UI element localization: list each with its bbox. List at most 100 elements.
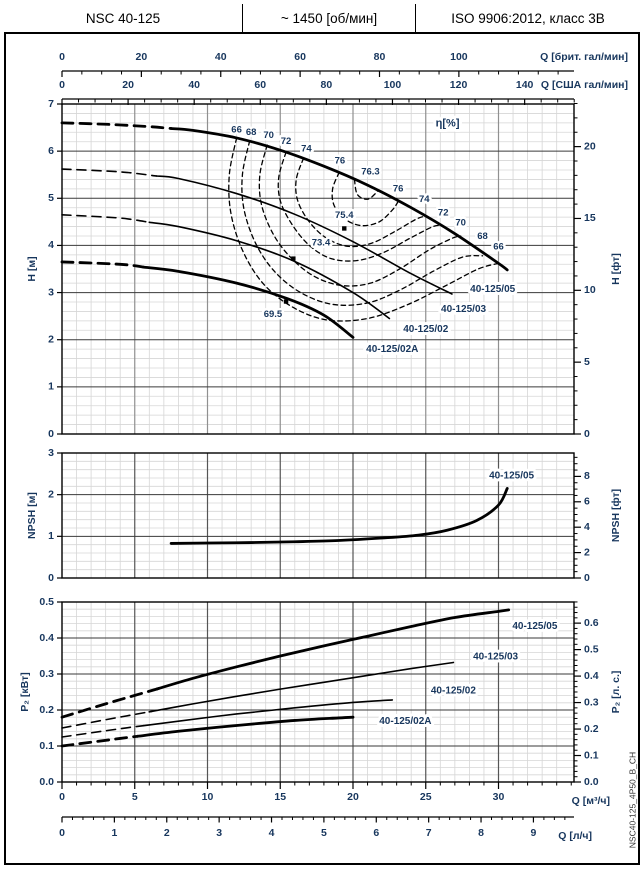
svg-text:69.5: 69.5 xyxy=(264,309,283,320)
svg-text:H [фт]: H [фт] xyxy=(610,253,622,285)
svg-text:6: 6 xyxy=(48,145,54,157)
svg-text:0: 0 xyxy=(584,572,590,584)
svg-text:15: 15 xyxy=(584,212,596,224)
svg-text:0.0: 0.0 xyxy=(39,776,54,788)
svg-text:0: 0 xyxy=(59,79,65,91)
svg-text:66: 66 xyxy=(231,124,242,135)
svg-text:40-125/03: 40-125/03 xyxy=(441,304,486,315)
svg-text:Q [брит. гал/мин]: Q [брит. гал/мин] xyxy=(540,51,628,63)
svg-text:76.3: 76.3 xyxy=(361,166,380,177)
svg-text:100: 100 xyxy=(450,51,468,63)
svg-text:4: 4 xyxy=(48,239,54,251)
svg-text:25: 25 xyxy=(420,791,432,803)
header-cell-speed: ~ 1450 [об/мин] xyxy=(243,4,416,32)
svg-text:0: 0 xyxy=(59,827,65,839)
svg-text:76: 76 xyxy=(335,156,346,167)
svg-text:20: 20 xyxy=(347,791,359,803)
svg-text:68: 68 xyxy=(246,127,257,138)
svg-text:0.3: 0.3 xyxy=(584,696,599,708)
svg-text:20: 20 xyxy=(136,51,148,63)
svg-text:4: 4 xyxy=(269,827,275,839)
svg-text:η[%]: η[%] xyxy=(436,118,460,130)
svg-text:70: 70 xyxy=(455,217,466,228)
svg-text:H [м]: H [м] xyxy=(26,256,38,281)
svg-text:72: 72 xyxy=(438,207,449,218)
svg-text:0: 0 xyxy=(48,572,54,584)
svg-text:2: 2 xyxy=(48,333,54,345)
test-standard: ISO 9906:2012, класс 3В xyxy=(451,10,605,26)
svg-text:8: 8 xyxy=(478,827,484,839)
svg-text:66: 66 xyxy=(493,241,504,252)
svg-text:Q [м³/ч]: Q [м³/ч] xyxy=(572,795,610,807)
svg-text:P₂ [кВт]: P₂ [кВт] xyxy=(19,672,31,711)
svg-text:30: 30 xyxy=(493,791,505,803)
svg-text:8: 8 xyxy=(584,470,590,482)
svg-text:40-125/03: 40-125/03 xyxy=(473,652,518,663)
header-cell-standard: ISO 9906:2012, класс 3В xyxy=(416,4,640,32)
svg-text:73.4: 73.4 xyxy=(312,238,331,249)
svg-text:140: 140 xyxy=(516,79,534,91)
svg-text:NSC40-125_4P50_B_CH: NSC40-125_4P50_B_CH xyxy=(627,752,637,848)
svg-text:40: 40 xyxy=(215,51,227,63)
svg-text:5: 5 xyxy=(321,827,327,839)
svg-text:74: 74 xyxy=(301,143,312,154)
svg-text:0.2: 0.2 xyxy=(584,723,599,735)
pump-model: NSC 40-125 xyxy=(85,10,161,26)
svg-text:60: 60 xyxy=(254,79,266,91)
header-row: NSC 40-125 ~ 1450 [об/мин] ISO 9906:2012… xyxy=(4,4,640,34)
svg-text:0.4: 0.4 xyxy=(39,632,54,644)
svg-text:1: 1 xyxy=(48,530,54,542)
svg-text:0: 0 xyxy=(48,428,54,440)
svg-text:Q [США гал/мин]: Q [США гал/мин] xyxy=(541,79,628,91)
svg-text:Q [л/ч]: Q [л/ч] xyxy=(558,830,592,842)
svg-text:0.0: 0.0 xyxy=(584,776,599,788)
svg-text:40-125/02A: 40-125/02A xyxy=(366,344,418,355)
svg-text:2: 2 xyxy=(584,546,590,558)
svg-text:0.3: 0.3 xyxy=(39,668,54,680)
svg-text:0.2: 0.2 xyxy=(39,704,54,716)
svg-text:7: 7 xyxy=(426,827,432,839)
svg-text:3: 3 xyxy=(48,447,54,459)
svg-text:40-125/02: 40-125/02 xyxy=(431,686,476,697)
svg-text:40-125/05: 40-125/05 xyxy=(489,471,534,482)
svg-text:6: 6 xyxy=(373,827,379,839)
svg-text:P₂ [л. с.]: P₂ [л. с.] xyxy=(610,671,622,714)
svg-text:3: 3 xyxy=(216,827,222,839)
svg-text:100: 100 xyxy=(384,79,402,91)
svg-text:0.6: 0.6 xyxy=(584,617,599,629)
svg-text:0.1: 0.1 xyxy=(584,749,599,761)
svg-text:60: 60 xyxy=(294,51,306,63)
svg-text:5: 5 xyxy=(584,356,590,368)
svg-text:70: 70 xyxy=(263,130,274,141)
svg-text:NPSH [фт]: NPSH [фт] xyxy=(610,489,622,542)
svg-text:1: 1 xyxy=(111,827,117,839)
svg-text:40: 40 xyxy=(188,79,200,91)
svg-text:0.4: 0.4 xyxy=(584,670,599,682)
svg-text:5: 5 xyxy=(48,192,54,204)
svg-text:68: 68 xyxy=(477,231,488,242)
svg-text:120: 120 xyxy=(450,79,468,91)
svg-text:15: 15 xyxy=(274,791,286,803)
svg-text:0: 0 xyxy=(59,791,65,803)
svg-text:0.5: 0.5 xyxy=(584,643,599,655)
svg-text:2: 2 xyxy=(48,488,54,500)
pump-speed: ~ 1450 [об/мин] xyxy=(280,10,378,26)
svg-text:3: 3 xyxy=(48,286,54,298)
svg-text:76: 76 xyxy=(393,183,404,194)
svg-text:10: 10 xyxy=(584,284,596,296)
svg-text:40-125/02A: 40-125/02A xyxy=(379,716,431,727)
svg-text:40-125/05: 40-125/05 xyxy=(512,621,557,632)
svg-text:0.5: 0.5 xyxy=(39,596,54,608)
svg-text:2: 2 xyxy=(164,827,170,839)
svg-text:7: 7 xyxy=(48,98,54,110)
svg-text:72: 72 xyxy=(281,136,292,147)
svg-text:NPSH [м]: NPSH [м] xyxy=(26,492,38,539)
svg-text:0: 0 xyxy=(584,428,590,440)
svg-text:20: 20 xyxy=(584,140,596,152)
svg-text:74: 74 xyxy=(419,194,430,205)
svg-text:80: 80 xyxy=(374,51,386,63)
svg-text:20: 20 xyxy=(122,79,134,91)
svg-text:6: 6 xyxy=(584,496,590,508)
